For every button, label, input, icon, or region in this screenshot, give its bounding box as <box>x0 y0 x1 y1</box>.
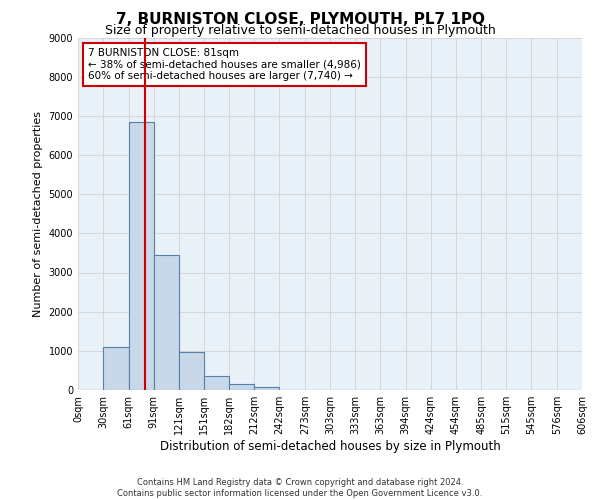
Bar <box>154 255 179 390</box>
Text: 7, BURNISTON CLOSE, PLYMOUTH, PL7 1PQ: 7, BURNISTON CLOSE, PLYMOUTH, PL7 1PQ <box>115 12 485 28</box>
Text: Size of property relative to semi-detached houses in Plymouth: Size of property relative to semi-detach… <box>104 24 496 37</box>
Bar <box>203 376 229 390</box>
Bar <box>129 122 154 390</box>
Bar <box>254 387 279 390</box>
Bar <box>179 352 203 390</box>
Y-axis label: Number of semi-detached properties: Number of semi-detached properties <box>33 111 43 317</box>
Bar <box>103 347 129 390</box>
Text: Contains HM Land Registry data © Crown copyright and database right 2024.
Contai: Contains HM Land Registry data © Crown c… <box>118 478 482 498</box>
X-axis label: Distribution of semi-detached houses by size in Plymouth: Distribution of semi-detached houses by … <box>160 440 500 453</box>
Text: 7 BURNISTON CLOSE: 81sqm
← 38% of semi-detached houses are smaller (4,986)
60% o: 7 BURNISTON CLOSE: 81sqm ← 38% of semi-d… <box>88 48 361 82</box>
Bar <box>229 384 254 390</box>
